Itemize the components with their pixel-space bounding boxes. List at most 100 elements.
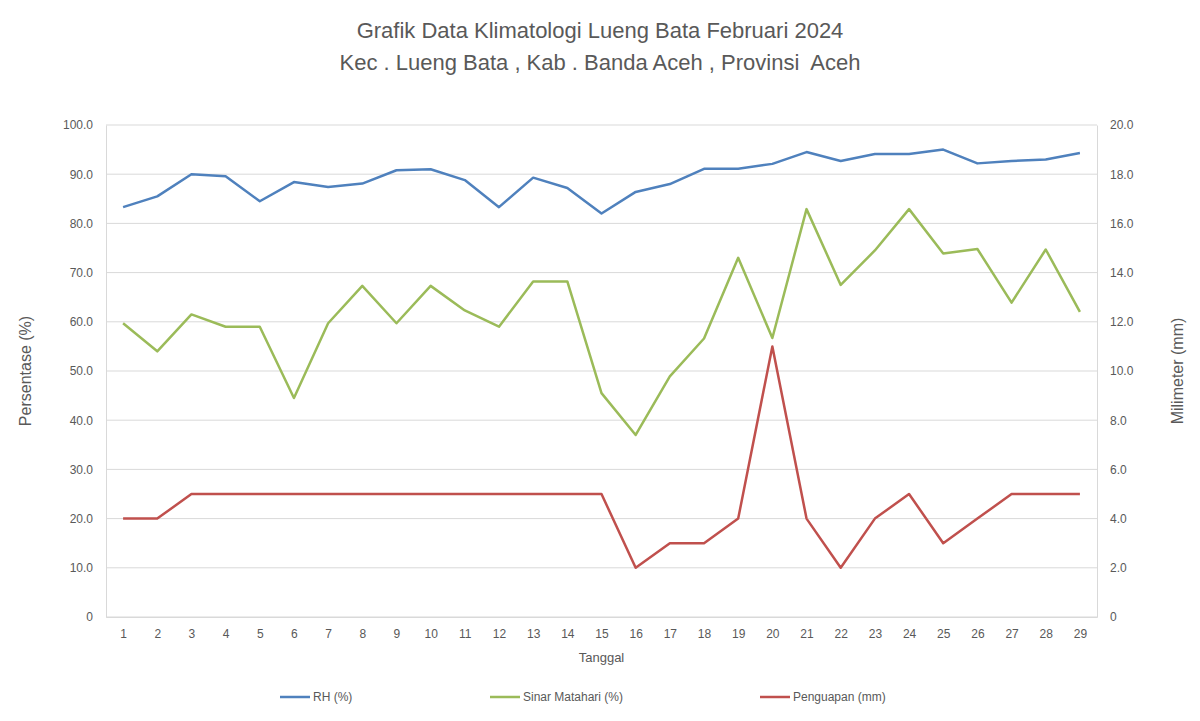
- y-axis-title: Persentase (%): [17, 316, 34, 426]
- tick-label: 16.0: [1110, 217, 1134, 231]
- tick-label: 4.0: [1110, 512, 1127, 526]
- tick-label: 1: [120, 627, 127, 641]
- axis-line: [1097, 126, 1098, 618]
- tick: 4.0: [1097, 512, 1127, 526]
- tick-label: 20: [766, 627, 780, 641]
- grid-line: [106, 321, 1097, 322]
- tick-label: 14.0: [1110, 266, 1134, 280]
- background: [0, 0, 1200, 721]
- tick: 29: [1074, 617, 1088, 641]
- tick: 21: [800, 617, 814, 641]
- tick: 1: [120, 617, 127, 641]
- tick: 16.0: [1097, 217, 1134, 231]
- tick: 20.0: [1097, 118, 1134, 132]
- tick: 80.0: [70, 217, 106, 231]
- tick: 40.0: [70, 414, 106, 428]
- tick-label: 27: [1005, 627, 1019, 641]
- tick-label: 22: [835, 627, 849, 641]
- tick: 8.0: [1097, 414, 1127, 428]
- tick: 3: [189, 617, 196, 641]
- tick-label: 17: [664, 627, 678, 641]
- tick: 18.0: [1097, 168, 1134, 182]
- grid-line: [106, 469, 1097, 470]
- tick: 22: [835, 617, 849, 641]
- grid-line: [106, 174, 1097, 175]
- chart: 010.020.030.040.050.060.070.080.090.0100…: [0, 0, 1200, 721]
- grid-line: [106, 518, 1097, 519]
- tick: 5: [257, 617, 264, 641]
- tick: 17: [664, 617, 678, 641]
- tick-label: 25: [937, 627, 951, 641]
- tick-label: 20.0: [70, 512, 94, 526]
- tick: 0: [86, 610, 106, 624]
- tick: 100.0: [63, 118, 106, 132]
- tick-label: 16: [629, 627, 643, 641]
- tick-label: 21: [800, 627, 814, 641]
- grid-line: [106, 420, 1097, 421]
- tick-label: 9: [394, 627, 401, 641]
- series-line: [123, 209, 1080, 435]
- tick: 11: [459, 617, 472, 641]
- tick-label: 2.0: [1110, 561, 1127, 575]
- legend-label: RH (%): [313, 690, 352, 704]
- plot-area: [123, 150, 1080, 568]
- tick-label: 60.0: [70, 315, 94, 329]
- tick: 0: [1097, 610, 1117, 624]
- tick: 8: [359, 617, 366, 641]
- tick-label: 15: [595, 627, 609, 641]
- tick: 9: [394, 617, 401, 641]
- legend-label: Sinar Matahari (%): [523, 690, 623, 704]
- axis-line: [106, 126, 107, 618]
- tick: 4: [223, 617, 230, 641]
- tick: 23: [869, 617, 883, 641]
- tick: 2: [154, 617, 161, 641]
- legend-swatch: [280, 696, 310, 699]
- grid-line: [106, 567, 1097, 568]
- tick-label: 50.0: [70, 364, 94, 378]
- tick-label: 14: [561, 627, 575, 641]
- tick: 2.0: [1097, 561, 1127, 575]
- grid-line: [106, 223, 1097, 224]
- tick-label: 4: [223, 627, 230, 641]
- tick-label: 18.0: [1110, 168, 1134, 182]
- tick: 14: [561, 617, 575, 641]
- x-axis-title: Tanggal: [579, 650, 625, 665]
- title: Grafik Data Klimatologi Lueng Bata Febru…: [357, 18, 844, 43]
- tick-label: 2: [154, 627, 161, 641]
- tick: 27: [1005, 617, 1019, 641]
- tick-label: 30.0: [70, 463, 94, 477]
- tick-label: 10.0: [1110, 364, 1134, 378]
- tick-label: 7: [325, 627, 332, 641]
- tick-label: 10: [424, 627, 438, 641]
- tick-label: 5: [257, 627, 264, 641]
- tick-label: 20.0: [1110, 118, 1134, 132]
- tick-label: 23: [869, 627, 883, 641]
- legend-label: Penguapan (mm): [793, 690, 886, 704]
- tick: 10.0: [1097, 364, 1134, 378]
- tick: 18: [698, 617, 712, 641]
- legend-item: Penguapan (mm): [760, 690, 886, 704]
- tick: 13: [527, 617, 541, 641]
- grid: [106, 125, 1097, 617]
- legend-swatch: [490, 696, 520, 699]
- tick-label: 28: [1040, 627, 1054, 641]
- tick-label: 12: [493, 627, 507, 641]
- grid-line: [106, 272, 1097, 273]
- tick: 6.0: [1097, 463, 1127, 477]
- tick: 10.0: [70, 561, 106, 575]
- tick: 12.0: [1097, 315, 1134, 329]
- tick-label: 40.0: [70, 414, 94, 428]
- tick: 6: [291, 617, 298, 641]
- tick-label: 0: [86, 610, 93, 624]
- tick: 20: [766, 617, 780, 641]
- tick: 25: [937, 617, 951, 641]
- tick-label: 8: [359, 627, 366, 641]
- tick-label: 13: [527, 627, 541, 641]
- subtitle: Kec . Lueng Bata , Kab . Banda Aceh , Pr…: [339, 50, 860, 75]
- tick-label: 70.0: [70, 266, 94, 280]
- axis-line: [107, 617, 1098, 618]
- y2-axis-title: Milimeter (mm): [1169, 318, 1186, 425]
- tick-label: 18: [698, 627, 712, 641]
- series-line: [123, 150, 1080, 214]
- tick-label: 3: [189, 627, 196, 641]
